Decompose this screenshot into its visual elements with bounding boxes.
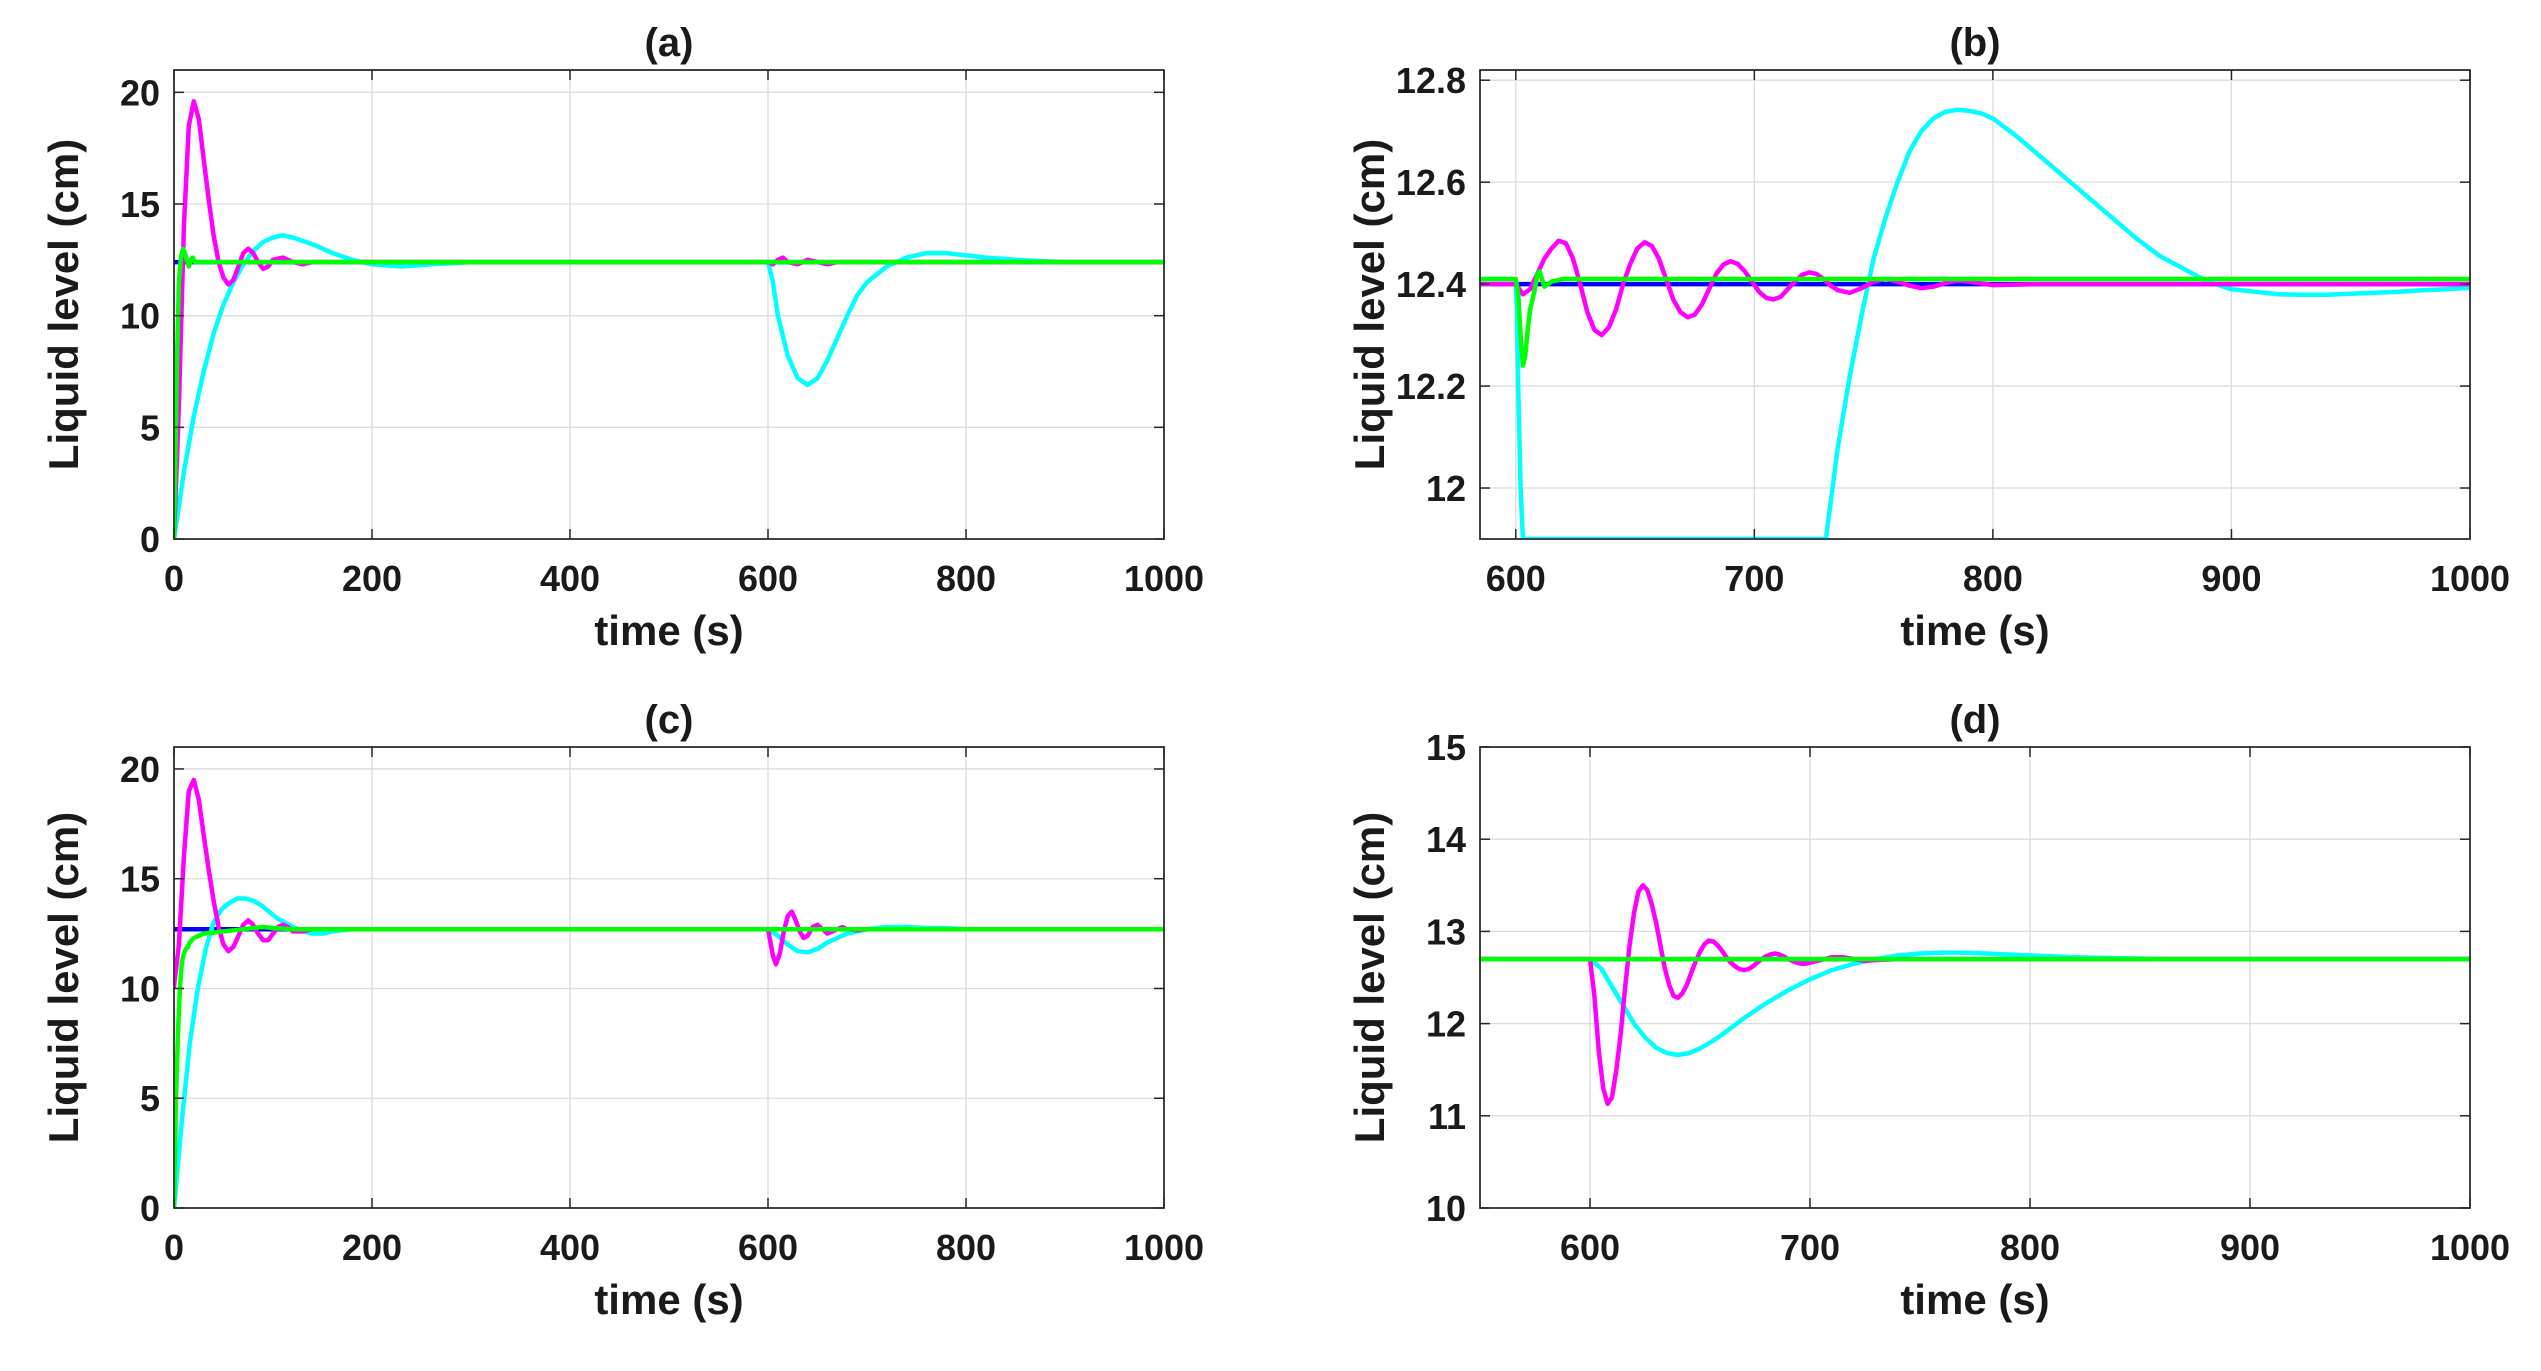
y-tick-label: 13	[1426, 911, 1466, 952]
y-tick-label: 5	[140, 1078, 160, 1119]
y-tick-label: 20	[120, 749, 160, 790]
chart-title: (a)	[645, 21, 694, 65]
axes-outline	[173, 69, 1165, 540]
x-tick-label: 600	[1560, 1227, 1620, 1268]
x-tick-label: 1000	[2430, 558, 2510, 599]
y-tick-label: 12.8	[1396, 60, 1466, 101]
chart-c: 0 200 400 600 800 1000 0 5 10 15 20 (c) time (s) Liqu…	[40, 698, 1204, 1323]
plot-area	[1479, 69, 2471, 540]
chart-title: (c)	[645, 698, 694, 742]
x-tick-label: 700	[1724, 558, 1784, 599]
x-axis-label: time (s)	[1900, 1276, 2049, 1323]
x-axis-label: time (s)	[1900, 607, 2049, 654]
y-axis-label: Liquid level (cm)	[1346, 139, 1393, 470]
y-tick-label: 0	[140, 1188, 160, 1229]
x-tick-label: 600	[738, 1227, 798, 1268]
y-tick-label: 12	[1426, 468, 1466, 509]
x-tick-label: 0	[164, 558, 184, 599]
x-tick-label: 1000	[1124, 1227, 1204, 1268]
axes-outline	[1479, 746, 2471, 1209]
y-tick-label: 10	[120, 968, 160, 1009]
y-tick-label: 12.2	[1396, 366, 1466, 407]
chart-title: (b)	[1949, 21, 2000, 65]
x-tick-label: 800	[1963, 558, 2023, 599]
x-tick-label: 400	[540, 558, 600, 599]
y-tick-label: 10	[120, 296, 160, 337]
y-axis-label: Liquid level (cm)	[40, 812, 87, 1143]
axes-outline	[1479, 69, 2471, 540]
y-tick-label: 11	[1428, 1096, 1466, 1137]
plot-area	[1479, 746, 2471, 1209]
x-tick-label: 1000	[2430, 1227, 2510, 1268]
series-line-green	[1480, 269, 2470, 368]
series-group	[1480, 107, 2470, 539]
x-tick-label: 800	[936, 1227, 996, 1268]
x-tick-label: 0	[164, 1227, 184, 1268]
x-axis-label: time (s)	[594, 1276, 743, 1323]
chart-d: 600 700 800 900 1000 10 11 12 13 14 15 (d) time (s) L…	[1346, 698, 2510, 1323]
series-line-green	[174, 924, 1164, 1208]
chart-title: (d)	[1949, 698, 2000, 742]
y-tick-label: 10	[1426, 1188, 1466, 1229]
plot-area	[173, 69, 1165, 540]
x-tick-label: 700	[1780, 1227, 1840, 1268]
axes-outline	[173, 746, 1165, 1209]
x-tick-label: 400	[540, 1227, 600, 1268]
y-tick-label: 12	[1426, 1004, 1466, 1045]
y-tick-label: 12.6	[1396, 162, 1466, 203]
y-tick-label: 15	[120, 859, 160, 900]
y-axis-label: Liquid level (cm)	[40, 139, 87, 470]
y-tick-label: 15	[1426, 727, 1466, 768]
y-tick-label: 0	[140, 519, 160, 560]
plot-area	[173, 746, 1165, 1209]
y-axis-label: Liquid level (cm)	[1346, 812, 1393, 1143]
series-group	[174, 777, 1164, 1208]
series-line-green	[174, 246, 1164, 539]
x-tick-label: 600	[1486, 558, 1546, 599]
y-tick-label: 5	[140, 407, 160, 448]
chart-a: 0 200 400 600 800 1000 0 5 10 15 20 (a) time (s) Liqu…	[40, 21, 1204, 654]
y-tick-label: 12.4	[1396, 264, 1466, 305]
series-line-cyan	[1480, 107, 2470, 539]
y-tick-label: 15	[120, 184, 160, 225]
series-group	[1480, 883, 2470, 1107]
x-tick-label: 200	[342, 1227, 402, 1268]
x-tick-label: 900	[2220, 1227, 2280, 1268]
x-tick-label: 900	[2201, 558, 2261, 599]
series-group	[174, 99, 1164, 539]
x-axis-label: time (s)	[594, 607, 743, 654]
x-tick-label: 800	[936, 558, 996, 599]
y-tick-label: 14	[1426, 819, 1466, 860]
x-tick-label: 200	[342, 558, 402, 599]
x-tick-label: 600	[738, 558, 798, 599]
chart-b: 600 700 800 900 1000 12 12.2 12.4 12.6 12.8 (b) tim…	[1346, 21, 2510, 654]
series-line-magenta	[1480, 883, 2470, 1107]
x-tick-label: 800	[2000, 1227, 2060, 1268]
x-tick-label: 1000	[1124, 558, 1204, 599]
y-tick-label: 20	[120, 72, 160, 113]
